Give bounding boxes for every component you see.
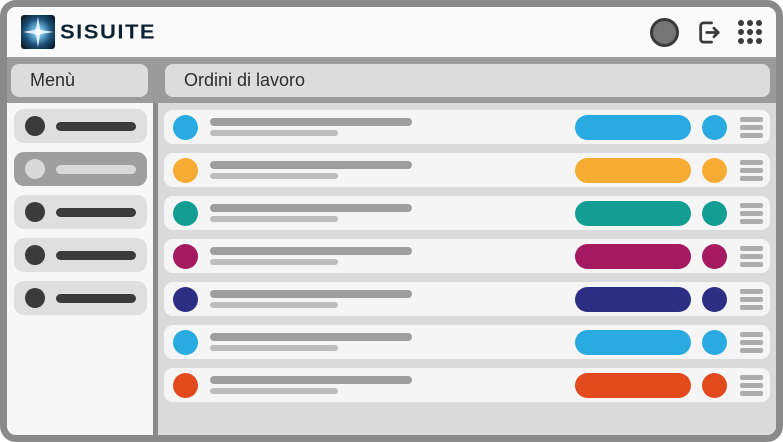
row-type-icon bbox=[173, 372, 198, 398]
toolbar-band: Menù Ordini di lavoro bbox=[7, 57, 776, 103]
row-menu-icon[interactable] bbox=[740, 245, 763, 267]
row-action-button[interactable] bbox=[575, 200, 691, 226]
sidebar-divider bbox=[153, 103, 158, 435]
row-subtitle-placeholder bbox=[210, 130, 338, 136]
work-orders-panel bbox=[158, 103, 776, 435]
menu-item-label-placeholder bbox=[56, 164, 136, 174]
row-status-badge[interactable] bbox=[702, 372, 727, 398]
user-avatar-icon[interactable] bbox=[650, 17, 679, 47]
row-title-placeholder bbox=[210, 161, 412, 169]
work-order-row[interactable] bbox=[164, 239, 770, 273]
menu-item-label-placeholder bbox=[56, 250, 136, 260]
row-menu-icon[interactable] bbox=[740, 331, 763, 353]
brand-name: SISUITE bbox=[60, 20, 157, 44]
row-type-icon bbox=[173, 200, 198, 226]
row-status-badge[interactable] bbox=[702, 157, 727, 183]
brand-logo: SISUITE bbox=[21, 15, 156, 49]
page-title-bar: Ordini di lavoro bbox=[165, 63, 770, 97]
logout-icon bbox=[694, 18, 723, 47]
menu-item-icon bbox=[25, 202, 45, 222]
row-action-button[interactable] bbox=[575, 372, 691, 398]
row-title-placeholder bbox=[210, 333, 412, 341]
row-subtitle-placeholder bbox=[210, 345, 338, 351]
row-action-button[interactable] bbox=[575, 329, 691, 355]
row-text-placeholders bbox=[210, 247, 412, 265]
row-text-placeholders bbox=[210, 333, 412, 351]
row-title-placeholder bbox=[210, 247, 412, 255]
work-order-row[interactable] bbox=[164, 196, 770, 230]
page-title: Ordini di lavoro bbox=[184, 69, 306, 90]
row-action-button[interactable] bbox=[575, 114, 691, 140]
sidebar-header: Menù bbox=[11, 63, 148, 97]
menu-item-label-placeholder bbox=[56, 293, 136, 303]
menu-item-icon bbox=[25, 116, 45, 136]
row-type-icon bbox=[173, 157, 198, 183]
row-title-placeholder bbox=[210, 204, 412, 212]
row-type-icon bbox=[173, 286, 198, 312]
work-order-row[interactable] bbox=[164, 153, 770, 187]
app-body bbox=[7, 103, 776, 435]
brand-logo-icon bbox=[21, 15, 55, 49]
row-status-badge[interactable] bbox=[702, 243, 727, 269]
row-menu-icon[interactable] bbox=[740, 159, 763, 181]
menu-item-icon bbox=[25, 159, 45, 179]
row-action-button[interactable] bbox=[575, 157, 691, 183]
row-text-placeholders bbox=[210, 118, 412, 136]
row-action-button[interactable] bbox=[575, 286, 691, 312]
row-title-placeholder bbox=[210, 290, 412, 298]
menu-item-icon bbox=[25, 288, 45, 308]
logout-button[interactable] bbox=[694, 18, 723, 47]
row-text-placeholders bbox=[210, 161, 412, 179]
sidebar-menu-list bbox=[7, 109, 153, 315]
work-orders-list bbox=[164, 110, 770, 402]
work-order-row[interactable] bbox=[164, 368, 770, 402]
menu-item-icon bbox=[25, 245, 45, 265]
sidebar-menu-item[interactable] bbox=[14, 152, 147, 186]
row-subtitle-placeholder bbox=[210, 216, 338, 222]
row-type-icon bbox=[173, 329, 198, 355]
header-actions bbox=[650, 17, 762, 47]
row-subtitle-placeholder bbox=[210, 302, 338, 308]
row-status-badge[interactable] bbox=[702, 114, 727, 140]
row-subtitle-placeholder bbox=[210, 173, 338, 179]
row-menu-icon[interactable] bbox=[740, 288, 763, 310]
row-menu-icon[interactable] bbox=[740, 374, 763, 396]
row-text-placeholders bbox=[210, 204, 412, 222]
row-menu-icon[interactable] bbox=[740, 202, 763, 224]
sidebar-title: Menù bbox=[30, 69, 76, 90]
menu-item-label-placeholder bbox=[56, 121, 136, 131]
work-order-row[interactable] bbox=[164, 282, 770, 316]
header-bar: SISUITE bbox=[7, 7, 776, 57]
sidebar-menu-item[interactable] bbox=[14, 238, 147, 272]
row-status-badge[interactable] bbox=[702, 200, 727, 226]
row-text-placeholders bbox=[210, 290, 412, 308]
work-order-row[interactable] bbox=[164, 325, 770, 359]
row-status-badge[interactable] bbox=[702, 286, 727, 312]
row-menu-icon[interactable] bbox=[740, 116, 763, 138]
row-title-placeholder bbox=[210, 118, 412, 126]
row-status-badge[interactable] bbox=[702, 329, 727, 355]
work-order-row[interactable] bbox=[164, 110, 770, 144]
row-type-icon bbox=[173, 243, 198, 269]
sidebar bbox=[7, 103, 153, 435]
sidebar-menu-item[interactable] bbox=[14, 195, 147, 229]
row-subtitle-placeholder bbox=[210, 259, 338, 265]
sidebar-menu-item[interactable] bbox=[14, 281, 147, 315]
row-text-placeholders bbox=[210, 376, 412, 394]
row-type-icon bbox=[173, 114, 198, 140]
row-action-button[interactable] bbox=[575, 243, 691, 269]
apps-grid-icon[interactable] bbox=[738, 20, 762, 44]
row-title-placeholder bbox=[210, 376, 412, 384]
menu-item-label-placeholder bbox=[56, 207, 136, 217]
row-subtitle-placeholder bbox=[210, 388, 338, 394]
sidebar-menu-item[interactable] bbox=[14, 109, 147, 143]
